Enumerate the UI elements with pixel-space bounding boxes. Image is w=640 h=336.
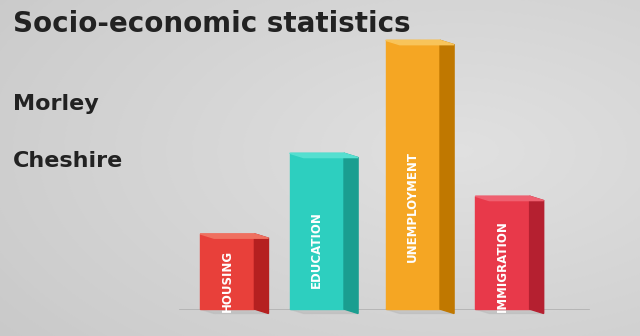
Circle shape — [307, 71, 614, 232]
Circle shape — [448, 144, 474, 158]
Circle shape — [102, 0, 640, 336]
Polygon shape — [385, 40, 440, 309]
Circle shape — [141, 0, 640, 319]
Circle shape — [397, 118, 525, 185]
Text: EDUCATION: EDUCATION — [310, 211, 323, 288]
Circle shape — [384, 111, 538, 192]
Circle shape — [294, 64, 627, 239]
Circle shape — [410, 124, 512, 178]
Circle shape — [422, 131, 499, 171]
Polygon shape — [530, 196, 544, 313]
Circle shape — [256, 44, 640, 259]
Circle shape — [38, 0, 640, 336]
Text: Socio-economic statistics: Socio-economic statistics — [13, 10, 410, 38]
Circle shape — [205, 17, 640, 286]
Polygon shape — [344, 153, 358, 313]
Circle shape — [51, 0, 640, 336]
Polygon shape — [200, 234, 254, 309]
Text: Morley: Morley — [13, 94, 99, 114]
Text: HOUSING: HOUSING — [221, 249, 234, 311]
Polygon shape — [385, 309, 454, 313]
Circle shape — [230, 30, 640, 272]
Polygon shape — [200, 234, 269, 238]
Circle shape — [269, 50, 640, 252]
Text: UNEMPLOYMENT: UNEMPLOYMENT — [406, 152, 419, 262]
Circle shape — [90, 0, 640, 336]
Text: Cheshire: Cheshire — [13, 151, 123, 171]
Circle shape — [282, 57, 640, 245]
Circle shape — [115, 0, 640, 333]
Circle shape — [346, 91, 576, 212]
Circle shape — [154, 0, 640, 312]
Circle shape — [243, 37, 640, 265]
Circle shape — [192, 10, 640, 292]
Circle shape — [218, 24, 640, 279]
Circle shape — [77, 0, 640, 336]
Polygon shape — [476, 196, 544, 201]
Circle shape — [64, 0, 640, 336]
Polygon shape — [440, 40, 454, 313]
Circle shape — [166, 0, 640, 306]
Polygon shape — [290, 153, 344, 309]
Circle shape — [26, 0, 640, 336]
Polygon shape — [476, 196, 530, 309]
Polygon shape — [290, 309, 358, 313]
Circle shape — [358, 97, 563, 205]
Circle shape — [320, 77, 602, 225]
Circle shape — [371, 104, 550, 198]
Polygon shape — [200, 309, 269, 313]
Text: IMMIGRATION: IMMIGRATION — [496, 220, 509, 312]
Circle shape — [128, 0, 640, 326]
Polygon shape — [385, 40, 454, 45]
Polygon shape — [254, 234, 269, 313]
Circle shape — [333, 84, 589, 218]
Circle shape — [435, 138, 486, 165]
Polygon shape — [476, 309, 544, 313]
Circle shape — [13, 0, 640, 336]
Polygon shape — [290, 153, 358, 158]
Circle shape — [179, 3, 640, 299]
